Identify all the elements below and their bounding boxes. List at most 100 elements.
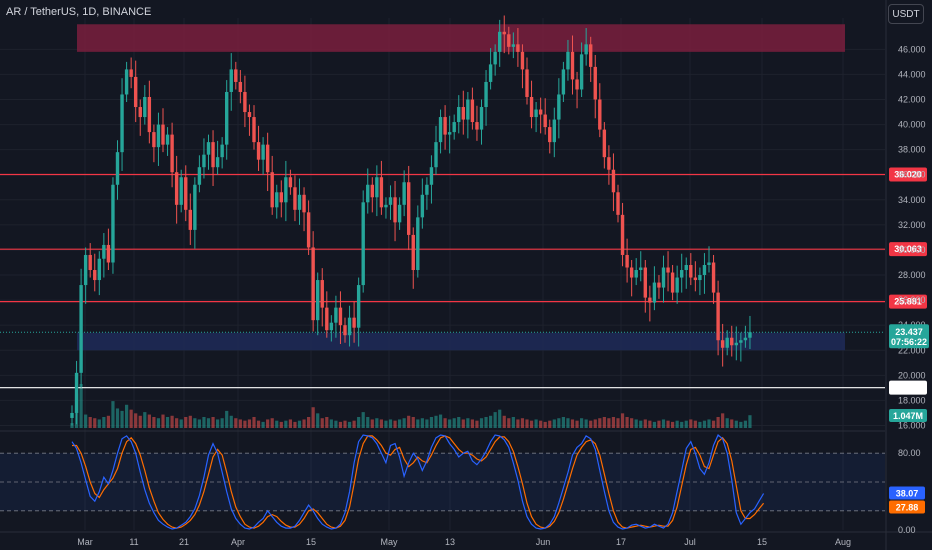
price-tick-label: 34.000: [898, 195, 926, 205]
candle-body: [639, 267, 643, 271]
candle-body: [247, 112, 252, 118]
price-tick-label: 18.000: [898, 395, 926, 405]
volume-bar: [115, 408, 120, 428]
volume-bar: [152, 417, 156, 428]
volume-bar: [534, 419, 538, 428]
volume-bar: [734, 420, 738, 428]
volume-bar: [657, 420, 661, 428]
volume-bar: [197, 419, 201, 428]
date-tick-label: 11: [129, 537, 138, 547]
level-tag: [889, 380, 927, 395]
volume-bar: [134, 413, 138, 428]
volume-bar: [425, 419, 429, 428]
candle-body: [411, 234, 415, 271]
volume-bar: [529, 420, 534, 428]
candle-body: [425, 184, 429, 195]
volume-bar: [238, 419, 242, 428]
currency-button[interactable]: USDT: [888, 4, 924, 24]
candle-body: [138, 107, 142, 118]
candle-body: [161, 124, 165, 145]
candle-body: [165, 134, 170, 145]
candle-body: [461, 107, 465, 120]
volume-bar: [461, 419, 465, 428]
candle-body: [698, 275, 702, 281]
volume-bar: [293, 421, 297, 428]
stoch-tick-label: 0.00: [898, 525, 916, 535]
candle-body: [607, 157, 611, 170]
volume-bar: [284, 420, 288, 428]
level-tag: [889, 294, 927, 309]
volume-bar: [357, 417, 361, 428]
price-tick-label: 42.000: [898, 94, 926, 104]
date-tick-label: Apr: [231, 537, 245, 547]
candle-body: [311, 247, 315, 321]
volume-bar: [484, 417, 488, 428]
price-tick-label: 36.000: [898, 170, 926, 180]
date-tick-label: Aug: [835, 537, 851, 547]
candle-body: [275, 192, 279, 208]
volume-bar: [311, 407, 315, 428]
candle-body: [552, 119, 556, 143]
stoch-k-tag: [889, 486, 925, 500]
candle-body: [120, 94, 124, 153]
candle-body: [83, 254, 88, 286]
price-tick-label: 16.000: [898, 420, 926, 430]
candle-body: [356, 285, 361, 328]
volume-bar: [652, 421, 656, 428]
price-levels: 36.020 30.063 25.881 19.017: [0, 167, 927, 395]
candle-body: [493, 51, 497, 65]
candle-body: [134, 76, 138, 108]
volume-bar: [347, 421, 352, 428]
price-tick-label: 30.000: [898, 245, 926, 255]
volume-bar: [580, 418, 584, 428]
candle-body: [470, 99, 475, 123]
volume-bar: [125, 404, 129, 428]
volume-bar: [684, 420, 688, 428]
date-tick-label: 15: [757, 537, 767, 547]
volume-bar: [188, 415, 192, 428]
candle-body: [498, 31, 502, 52]
candle-body: [543, 114, 547, 128]
volume-bar: [384, 420, 388, 428]
volume-bar: [398, 419, 402, 428]
candle-body: [661, 267, 666, 288]
volume-bar: [457, 417, 461, 428]
stochastic-rsi-pane: [0, 434, 885, 530]
volume-bar: [552, 419, 556, 428]
volume-bar: [620, 413, 625, 428]
volume-bar: [511, 417, 515, 428]
volume-bar: [102, 417, 106, 428]
candle-body: [197, 167, 202, 185]
volume-bar: [584, 419, 588, 428]
candle-body: [379, 177, 384, 208]
level-tag-label: 36.020: [894, 169, 922, 179]
candle-body: [734, 342, 738, 346]
candle-body: [675, 277, 679, 293]
candle-body: [629, 267, 634, 278]
candle-body: [652, 282, 657, 303]
candle-body: [179, 177, 183, 205]
volume-bar: [297, 420, 302, 428]
volume-tag-label: 1.047M: [893, 411, 923, 421]
candle-body: [88, 254, 92, 271]
candle-body: [279, 192, 283, 203]
symbol-title: AR / TetherUS, 1D, BINANCE: [6, 6, 151, 18]
candle-body: [206, 142, 211, 155]
volume-bar: [375, 418, 379, 428]
candle-body: [252, 117, 256, 143]
volume-bar: [434, 415, 438, 428]
volume-bar: [748, 415, 752, 428]
candles: [70, 15, 752, 426]
volume-bar: [97, 419, 101, 428]
last-price-label: 23.437: [895, 327, 923, 337]
date-tick-label: 13: [445, 537, 455, 547]
candle-body: [225, 91, 229, 145]
stoch-tick-label: 80.00: [898, 448, 921, 458]
volume-bar: [334, 420, 338, 428]
candle-body: [306, 212, 311, 248]
candle-body: [416, 217, 420, 271]
candle-body: [211, 142, 215, 168]
volume-bar: [516, 419, 520, 428]
candle-body: [97, 258, 101, 281]
